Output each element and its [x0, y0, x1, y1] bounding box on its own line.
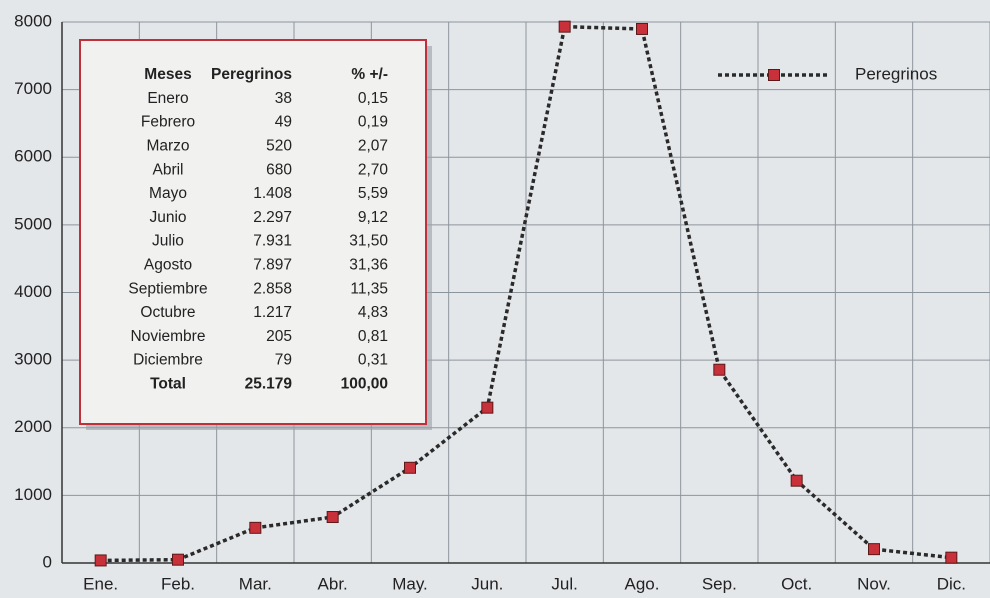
marker — [172, 553, 184, 566]
table-cell: Enero — [147, 90, 188, 107]
marker — [249, 521, 262, 534]
table-cell: 1.408 — [253, 185, 292, 202]
marker — [404, 461, 416, 474]
x-tick-label: Feb. — [161, 574, 195, 593]
table-cell: 2.297 — [253, 209, 292, 226]
table-cell: Septiembre — [128, 280, 207, 297]
legend-marker — [768, 69, 780, 81]
table: Meses Peregrinos % +/- Enero 38 0,15 Febrero 49… — [79, 39, 432, 430]
y-tick-label: 1000 — [14, 485, 52, 504]
table-cell: Marzo — [146, 137, 189, 154]
table-cell: 38 — [275, 90, 292, 107]
table-cell: 9,12 — [358, 209, 388, 226]
table-cell: 2,07 — [358, 137, 388, 154]
table-cell: 0,15 — [358, 90, 388, 107]
y-tick-label: 3000 — [14, 350, 52, 369]
table-cell: 31,36 — [349, 256, 388, 273]
table-cell: 7.931 — [253, 233, 292, 250]
marker — [326, 511, 339, 524]
table-cell: Junio — [149, 209, 186, 226]
x-tick-label: Nov. — [857, 574, 891, 593]
x-tick-label: Abr. — [318, 574, 348, 593]
table-cell: Agosto — [144, 256, 192, 273]
table-cell: Noviembre — [131, 328, 206, 345]
legend-label: Peregrinos — [855, 64, 937, 83]
table-cell: Diciembre — [133, 352, 203, 369]
table-cell: 2,70 — [358, 161, 389, 178]
grid: 0 1000 2000 3000 4000 5000 6000 7000 8000 Ene. Feb… — [14, 11, 990, 593]
marker — [790, 474, 803, 487]
table-cell: 7.897 — [253, 256, 292, 273]
table-box — [79, 39, 427, 425]
table-cell: 4,83 — [358, 304, 388, 321]
table-cell: 5,59 — [358, 185, 388, 202]
marker — [481, 401, 494, 414]
x-tick-label: Jun. — [471, 574, 503, 593]
marker — [94, 554, 107, 567]
y-tick-label: 0 — [43, 552, 52, 571]
table-cell: Febrero — [141, 114, 195, 131]
marker — [558, 20, 571, 33]
table-cell: 520 — [266, 137, 292, 154]
x-tick-label: Ago. — [625, 574, 660, 593]
marker — [945, 551, 958, 564]
table-total: Total — [150, 375, 186, 392]
y-tick-label: 4000 — [14, 282, 52, 301]
table-cell: 1.217 — [253, 304, 292, 321]
table-header: Peregrinos — [211, 66, 292, 83]
marker — [868, 543, 880, 556]
x-tick-label: Mar. — [239, 574, 272, 593]
table-cell: 49 — [275, 114, 292, 131]
y-tick-label: 7000 — [14, 79, 52, 98]
x-tick-label: Oct. — [781, 574, 812, 593]
table-cell: 205 — [266, 328, 292, 345]
table-total: 25.179 — [245, 375, 293, 392]
table-cell: Julio — [152, 233, 184, 250]
y-tick-label: 8000 — [14, 11, 52, 30]
x-tick-label: Dic. — [937, 574, 966, 593]
table-total: 100,00 — [341, 375, 388, 392]
x-tick-label: Jul. — [551, 574, 577, 593]
x-tick-label: Ene. — [83, 574, 118, 593]
x-tick-label: Sep. — [702, 574, 737, 593]
table-cell: 0,81 — [358, 328, 388, 345]
y-tick-label: 5000 — [14, 214, 52, 233]
marker — [636, 22, 648, 35]
table-cell: Abril — [152, 161, 183, 178]
table-cell: 31,50 — [349, 233, 388, 250]
table-cell: Octubre — [140, 304, 195, 321]
y-tick-label: 2000 — [14, 417, 52, 436]
x-tick-label: May. — [392, 574, 428, 593]
table-header: % +/- — [351, 66, 388, 83]
marks: Peregrinos — [94, 20, 958, 567]
table-cell: 2.858 — [253, 280, 292, 297]
marker — [713, 363, 726, 376]
table-header: Meses — [144, 66, 191, 83]
series-line — [100, 24, 952, 563]
table-cell: 680 — [266, 161, 292, 178]
table-cell: 79 — [275, 352, 292, 369]
table-cell: 0,19 — [358, 114, 388, 131]
table-cell: 0,31 — [358, 352, 388, 369]
y-tick-label: 6000 — [14, 147, 52, 166]
table-cell: Mayo — [149, 185, 187, 202]
table-cell: 11,35 — [350, 280, 388, 297]
